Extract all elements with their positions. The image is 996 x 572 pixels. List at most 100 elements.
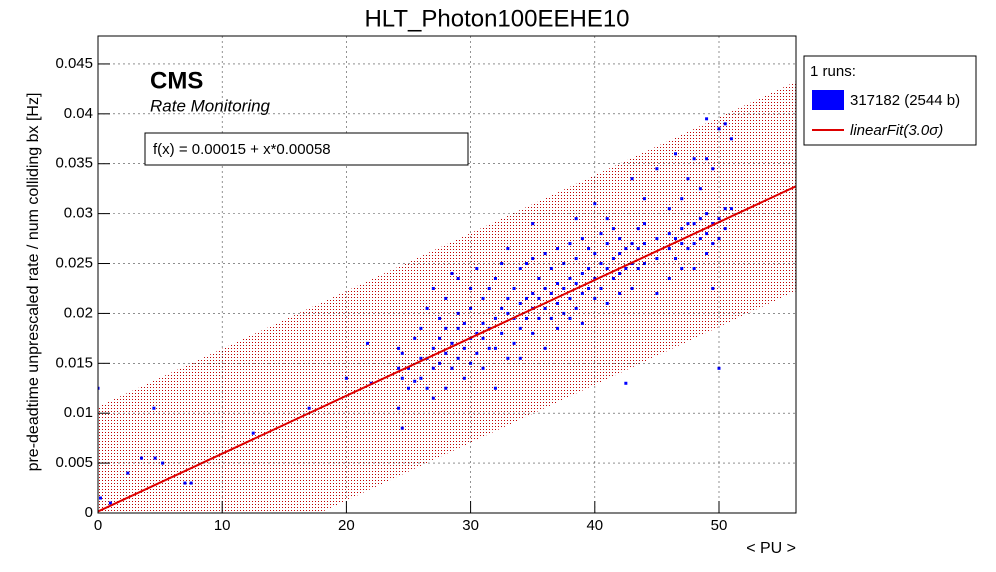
- data-point: [711, 167, 715, 171]
- data-point: [636, 267, 640, 271]
- data-point: [630, 177, 634, 181]
- data-point: [431, 346, 435, 350]
- subtitle: Rate Monitoring: [150, 96, 271, 115]
- data-point: [587, 247, 591, 251]
- y-tick-label: 0: [85, 504, 93, 521]
- data-point: [717, 237, 721, 241]
- data-point: [605, 217, 609, 221]
- data-point: [686, 222, 690, 226]
- data-point: [400, 426, 404, 430]
- data-point: [419, 376, 423, 380]
- data-point: [419, 326, 423, 330]
- data-point: [456, 326, 460, 330]
- data-point: [611, 276, 615, 280]
- data-point: [593, 252, 597, 256]
- data-point: [366, 341, 370, 345]
- data-point: [450, 341, 454, 345]
- data-point: [723, 122, 727, 126]
- y-tick-label: 0.045: [55, 55, 93, 72]
- data-point: [456, 276, 460, 280]
- fit-line: [98, 185, 796, 513]
- data-point: [593, 202, 597, 206]
- data-point: [599, 262, 603, 266]
- data-point: [605, 301, 609, 305]
- data-point: [692, 242, 696, 246]
- data-point: [469, 361, 473, 365]
- data-point: [692, 157, 696, 161]
- data-point: [667, 232, 671, 236]
- data-point: [450, 366, 454, 370]
- data-point: [667, 247, 671, 251]
- data-point: [667, 207, 671, 211]
- data-point: [543, 286, 547, 290]
- x-axis-label: < PU >: [746, 540, 796, 557]
- y-tick-label: 0.02: [64, 304, 93, 321]
- legend-title: 1 runs:: [810, 63, 856, 80]
- x-tick-label: 40: [586, 517, 603, 534]
- data-point: [98, 496, 102, 500]
- fit-box: [144, 132, 469, 166]
- data-point: [506, 296, 510, 300]
- data-point: [580, 237, 584, 241]
- y-tick-label: 0.03: [64, 205, 93, 222]
- data-point: [152, 406, 156, 410]
- data-point: [531, 331, 535, 335]
- data-point: [438, 316, 442, 320]
- data-point: [599, 286, 603, 290]
- data-point: [444, 351, 448, 355]
- data-point: [108, 501, 112, 505]
- x-tick-label: 10: [214, 517, 231, 534]
- data-point: [674, 152, 678, 156]
- data-point: [444, 326, 448, 330]
- chart-title: HLT_Photon100EEHE10: [364, 5, 629, 32]
- data-point: [692, 222, 696, 226]
- data-point: [618, 252, 622, 256]
- data-point: [549, 291, 553, 295]
- data-point: [574, 217, 578, 221]
- data-point: [183, 481, 187, 485]
- data-point: [587, 286, 591, 290]
- data-point: [444, 296, 448, 300]
- data-point: [599, 232, 603, 236]
- data-point: [624, 381, 628, 385]
- data-point: [493, 276, 497, 280]
- data-point: [686, 247, 690, 251]
- data-point: [674, 237, 678, 241]
- plot-area: 0 10 20 30 40 50 0 0.005 0.01 0.015 0.02 0.025 0.03 0…: [55, 36, 796, 534]
- data-point: [475, 351, 479, 355]
- data-point: [481, 336, 485, 340]
- data-point: [705, 212, 709, 216]
- data-point: [574, 281, 578, 285]
- data-point: [518, 356, 522, 360]
- x-tick-label: 30: [462, 517, 479, 534]
- data-point: [711, 242, 715, 246]
- data-point: [642, 197, 646, 201]
- data-point: [723, 207, 727, 211]
- data-point: [705, 232, 709, 236]
- data-point: [537, 316, 541, 320]
- data-point: [711, 222, 715, 226]
- data-point: [680, 267, 684, 271]
- data-point: [189, 481, 193, 485]
- data-point: [500, 331, 504, 335]
- data-point: [655, 291, 659, 295]
- data-point: [630, 286, 634, 290]
- y-tick-label: 0.015: [55, 354, 93, 371]
- data-point: [462, 321, 466, 325]
- data-point: [413, 336, 417, 340]
- data-point: [493, 316, 497, 320]
- data-point: [605, 242, 609, 246]
- data-point: [524, 262, 528, 266]
- data-point: [717, 127, 721, 131]
- data-point: [506, 311, 510, 315]
- data-point: [543, 306, 547, 310]
- data-point: [524, 296, 528, 300]
- data-point: [636, 247, 640, 251]
- data-point: [549, 267, 553, 271]
- data-point: [543, 252, 547, 256]
- data-point: [549, 316, 553, 320]
- data-point: [680, 242, 684, 246]
- data-point: [556, 326, 560, 330]
- data-point: [524, 316, 528, 320]
- data-point: [624, 267, 628, 271]
